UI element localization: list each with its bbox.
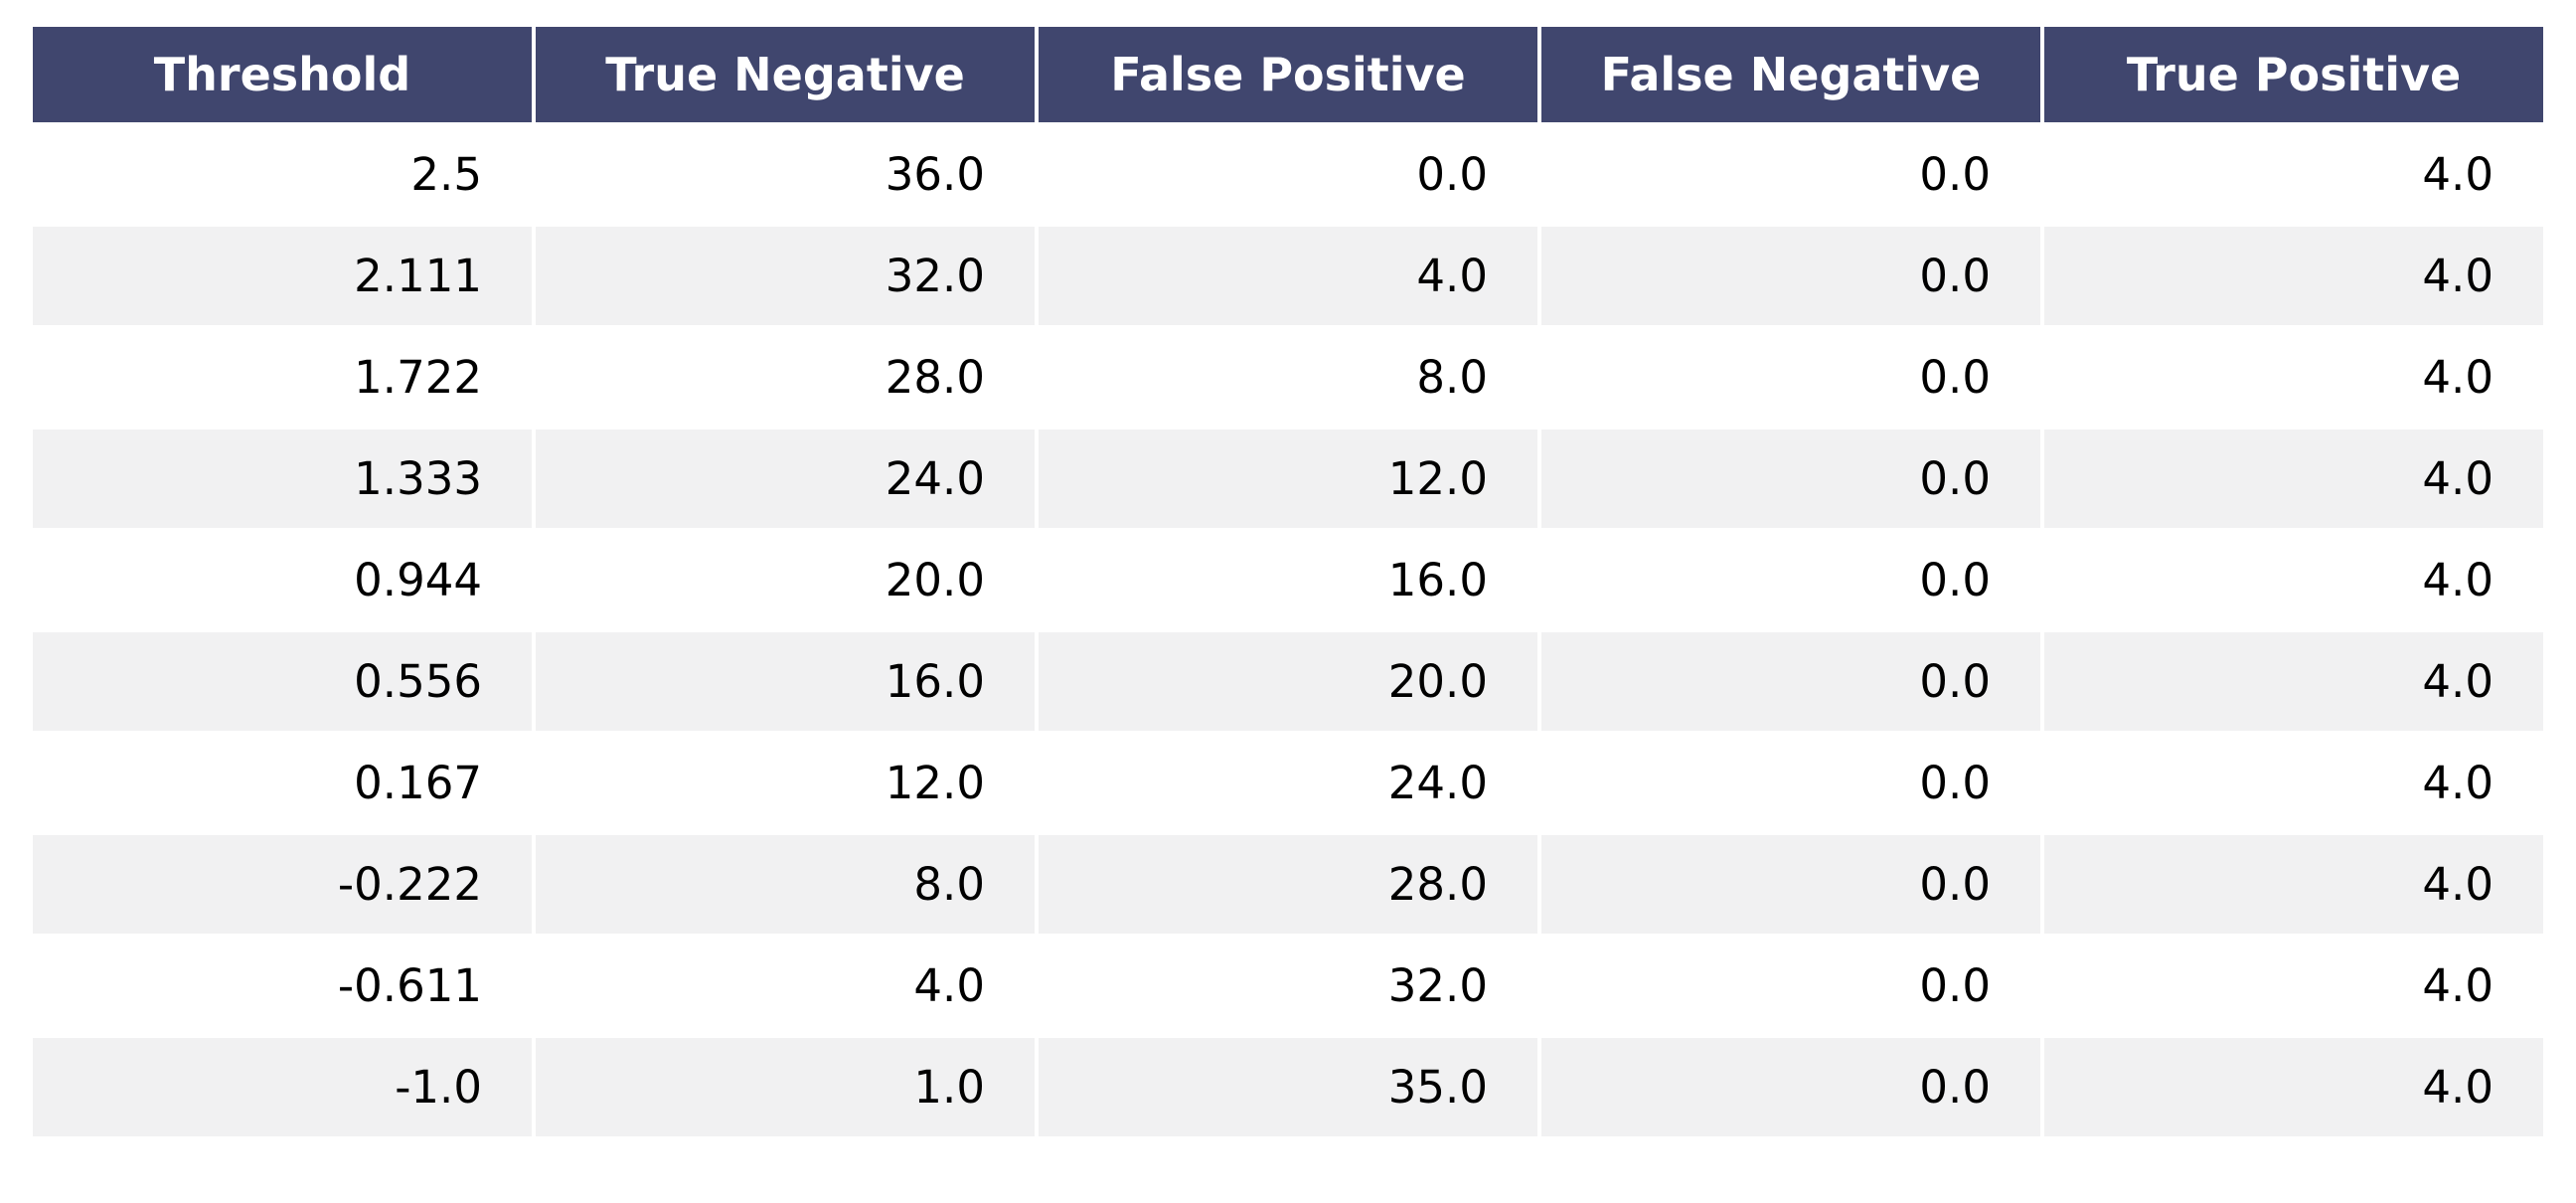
table-cell: 0.944 xyxy=(33,531,532,629)
table-cell: 0.0 xyxy=(1541,227,2040,325)
table-cell: 28.0 xyxy=(536,328,1035,427)
column-header-true-positive: True Positive xyxy=(2044,27,2543,122)
table-row: 2.111 32.0 4.0 0.0 4.0 xyxy=(33,227,2543,325)
table-cell: 0.0 xyxy=(1541,835,2040,934)
table-cell: 8.0 xyxy=(1039,328,1537,427)
table-cell: 0.0 xyxy=(1541,430,2040,528)
table-cell: 20.0 xyxy=(1039,632,1537,731)
table-cell: 32.0 xyxy=(536,227,1035,325)
table-row: 1.333 24.0 12.0 0.0 4.0 xyxy=(33,430,2543,528)
threshold-metrics-table-container: Threshold True Negative False Positive F… xyxy=(29,24,2547,1139)
table-cell: 0.0 xyxy=(1541,125,2040,224)
table-cell: -1.0 xyxy=(33,1038,532,1136)
table-cell: 0.0 xyxy=(1541,1038,2040,1136)
table-cell: 12.0 xyxy=(1039,430,1537,528)
table-cell: 1.722 xyxy=(33,328,532,427)
table-cell: 0.0 xyxy=(1541,328,2040,427)
table-row: 1.722 28.0 8.0 0.0 4.0 xyxy=(33,328,2543,427)
table-body: 2.5 36.0 0.0 0.0 4.0 2.111 32.0 4.0 0.0 4.0 1.722 2… xyxy=(33,125,2543,1136)
table-cell: 2.5 xyxy=(33,125,532,224)
table-cell: 4.0 xyxy=(2044,632,2543,731)
table-cell: 4.0 xyxy=(2044,734,2543,832)
column-header-false-positive: False Positive xyxy=(1039,27,1537,122)
table-cell: 4.0 xyxy=(2044,531,2543,629)
table-cell: 2.111 xyxy=(33,227,532,325)
table-header-row: Threshold True Negative False Positive F… xyxy=(33,27,2543,122)
table-cell: 16.0 xyxy=(536,632,1035,731)
table-row: -0.222 8.0 28.0 0.0 4.0 xyxy=(33,835,2543,934)
table-cell: 0.0 xyxy=(1039,125,1537,224)
table-cell: -0.611 xyxy=(33,937,532,1035)
column-header-threshold: Threshold xyxy=(33,27,532,122)
table-cell: 0.0 xyxy=(1541,531,2040,629)
table-cell: 0.556 xyxy=(33,632,532,731)
column-header-false-negative: False Negative xyxy=(1541,27,2040,122)
table-cell: 4.0 xyxy=(2044,430,2543,528)
table-cell: 0.0 xyxy=(1541,937,2040,1035)
table-cell: 32.0 xyxy=(1039,937,1537,1035)
table-cell: -0.222 xyxy=(33,835,532,934)
table-cell: 16.0 xyxy=(1039,531,1537,629)
table-cell: 28.0 xyxy=(1039,835,1537,934)
table-cell: 1.333 xyxy=(33,430,532,528)
column-header-true-negative: True Negative xyxy=(536,27,1035,122)
table-header: Threshold True Negative False Positive F… xyxy=(33,27,2543,122)
table-cell: 24.0 xyxy=(1039,734,1537,832)
table-cell: 4.0 xyxy=(2044,125,2543,224)
table-cell: 4.0 xyxy=(2044,835,2543,934)
table-row: 0.167 12.0 24.0 0.0 4.0 xyxy=(33,734,2543,832)
table-cell: 35.0 xyxy=(1039,1038,1537,1136)
threshold-metrics-table: Threshold True Negative False Positive F… xyxy=(29,24,2547,1139)
table-cell: 4.0 xyxy=(2044,937,2543,1035)
table-cell: 4.0 xyxy=(2044,328,2543,427)
table-cell: 8.0 xyxy=(536,835,1035,934)
table-cell: 4.0 xyxy=(2044,227,2543,325)
table-cell: 4.0 xyxy=(1039,227,1537,325)
table-cell: 0.0 xyxy=(1541,734,2040,832)
table-cell: 1.0 xyxy=(536,1038,1035,1136)
table-cell: 12.0 xyxy=(536,734,1035,832)
table-row: -0.611 4.0 32.0 0.0 4.0 xyxy=(33,937,2543,1035)
table-cell: 0.0 xyxy=(1541,632,2040,731)
table-cell: 24.0 xyxy=(536,430,1035,528)
table-cell: 4.0 xyxy=(2044,1038,2543,1136)
table-cell: 20.0 xyxy=(536,531,1035,629)
table-row: 0.944 20.0 16.0 0.0 4.0 xyxy=(33,531,2543,629)
table-row: 2.5 36.0 0.0 0.0 4.0 xyxy=(33,125,2543,224)
table-cell: 4.0 xyxy=(536,937,1035,1035)
table-row: 0.556 16.0 20.0 0.0 4.0 xyxy=(33,632,2543,731)
table-cell: 0.167 xyxy=(33,734,532,832)
table-row: -1.0 1.0 35.0 0.0 4.0 xyxy=(33,1038,2543,1136)
table-cell: 36.0 xyxy=(536,125,1035,224)
